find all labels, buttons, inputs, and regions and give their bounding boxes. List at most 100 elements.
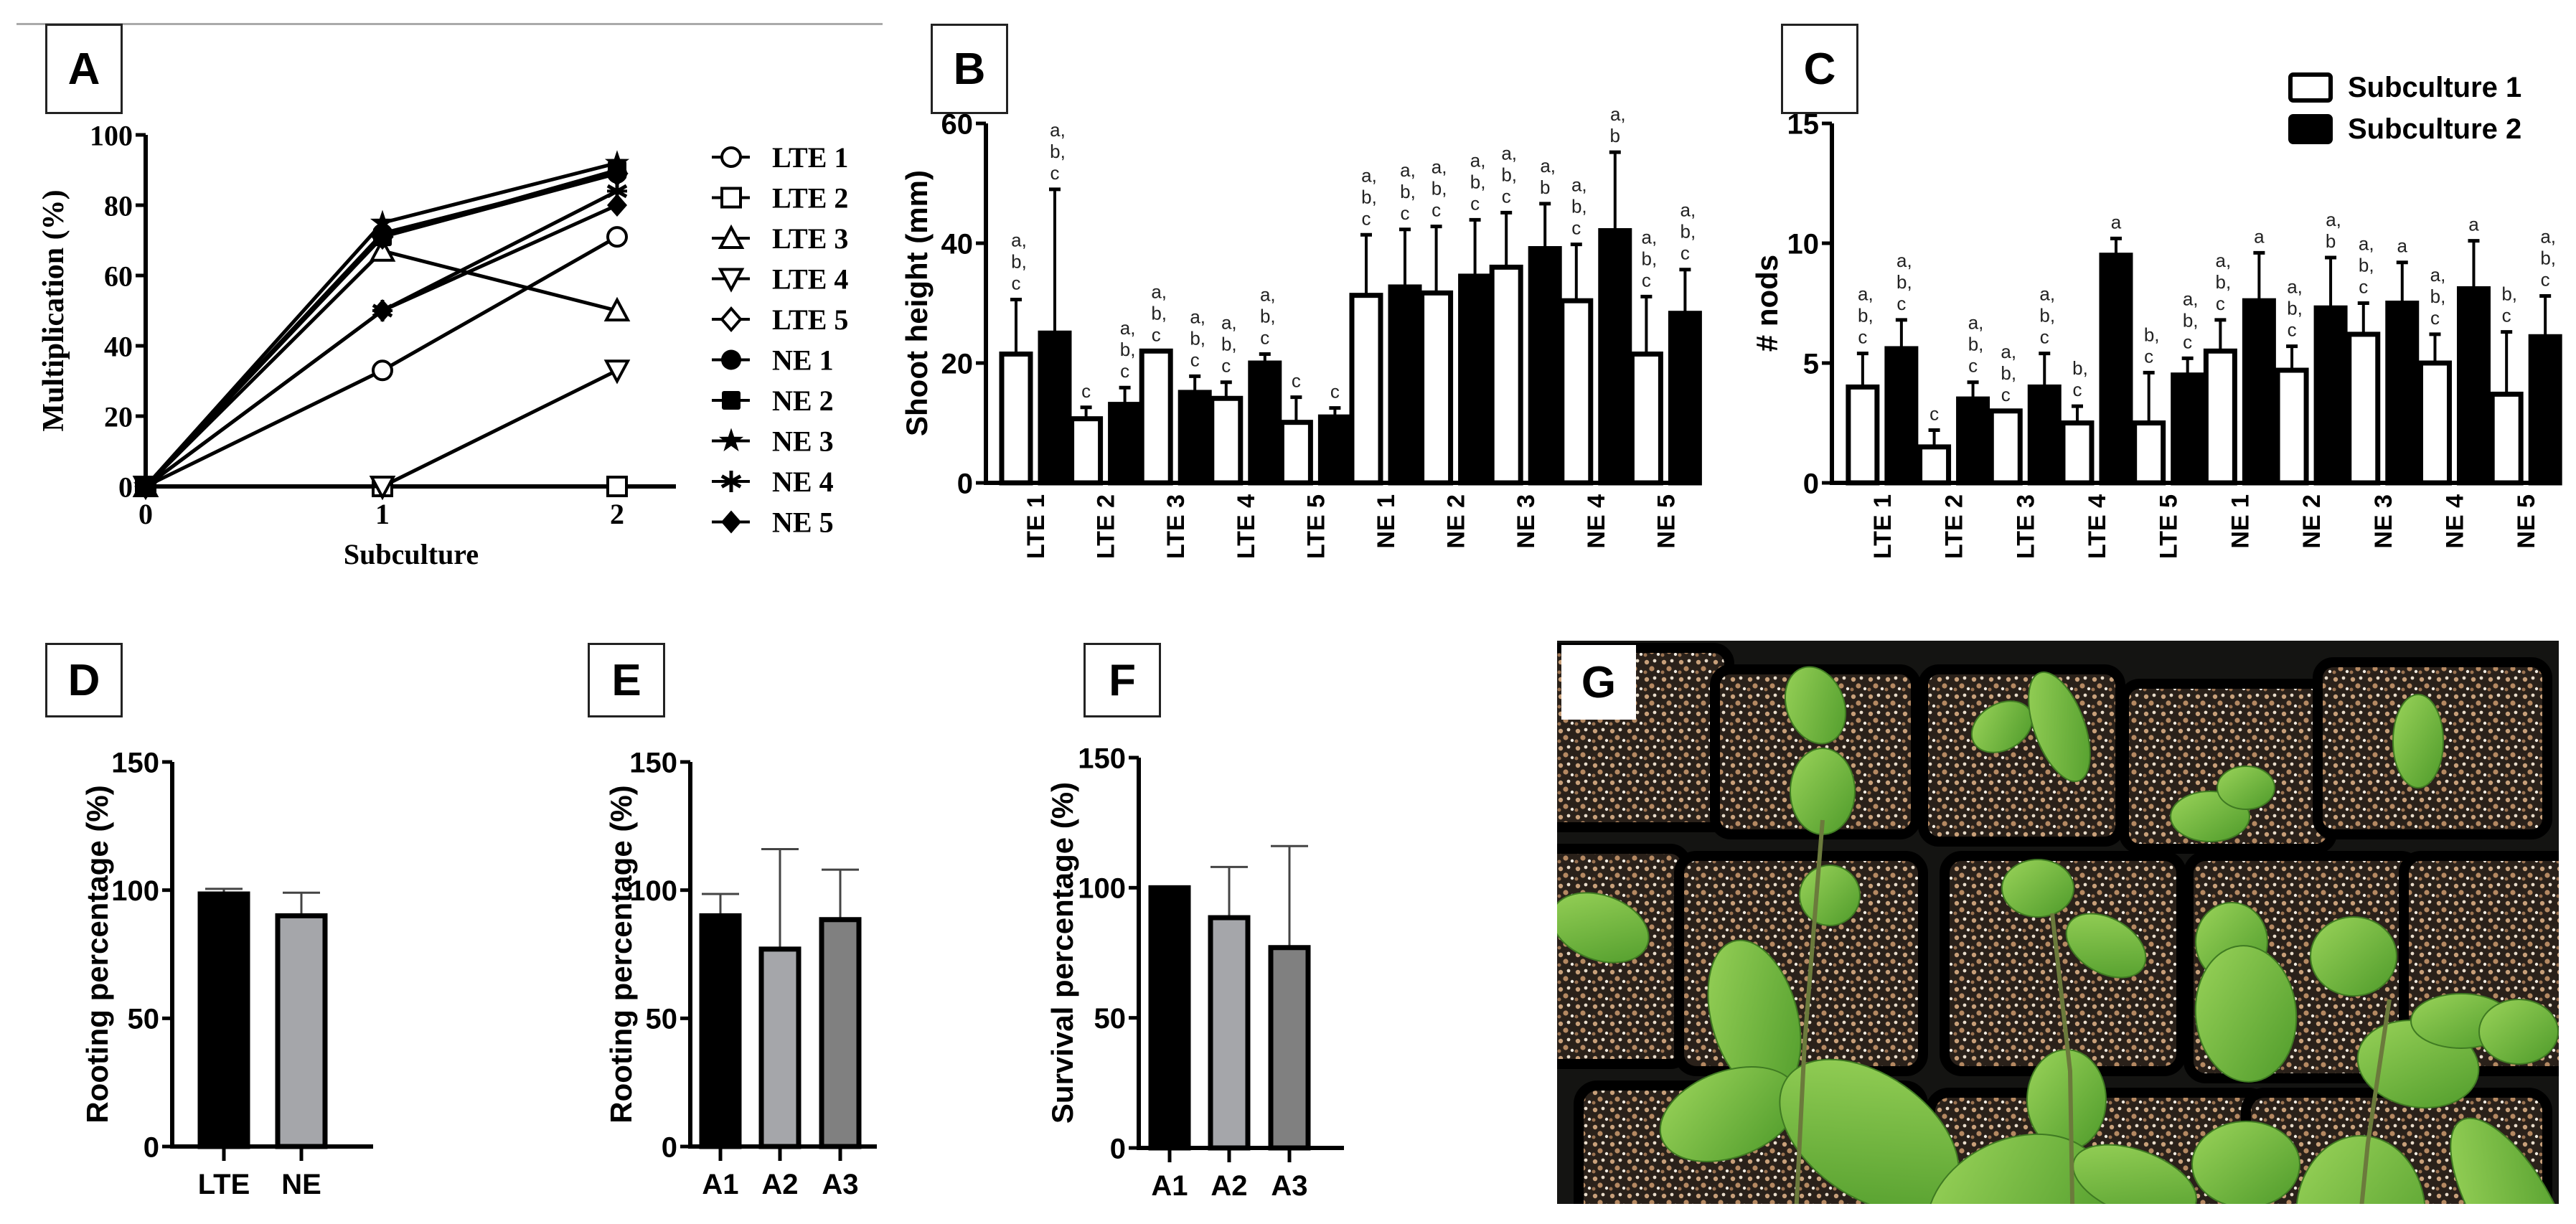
legend-label: LTE 2: [772, 182, 848, 215]
bar: [1559, 298, 1594, 486]
legend-label: LTE 4: [772, 263, 848, 296]
significance-letter: c: [1400, 202, 1409, 224]
bar: [1528, 246, 1562, 486]
significance-letter: a,: [1221, 312, 1237, 334]
y-axis-label: Shoot height (mm): [900, 170, 934, 436]
y-tick-label: 150: [629, 747, 677, 778]
significance-letter: c: [1330, 381, 1340, 402]
bar: [1598, 227, 1632, 486]
panel-label-c: C: [1781, 24, 1858, 114]
series-ne-5: [136, 194, 627, 498]
bar: [999, 351, 1033, 486]
significance-letter: b,: [2216, 271, 2232, 293]
bar: [1489, 264, 1523, 486]
significance-letter: a,: [2183, 288, 2199, 309]
bar: [2385, 301, 2420, 486]
significance-letter: b: [1540, 176, 1550, 198]
significance-letter: a,: [1642, 226, 1658, 248]
significance-letter: c: [2288, 319, 2297, 341]
chart-f-survival: 0 50 100 150 Survival percentage (%) A1 A2 A3: [1045, 743, 1344, 1202]
bar-group-ne-5: cb,cb,a,NE 5: [2489, 225, 2562, 549]
top-rule: [17, 23, 883, 25]
bar: [2528, 334, 2562, 486]
legend-label: LTE 3: [772, 222, 848, 255]
legend-label: Subculture 1: [2348, 72, 2521, 103]
significance-letter: a: [2254, 225, 2265, 247]
x-tick-label: LTE 3: [2012, 494, 2039, 559]
bar: [2027, 384, 2062, 486]
y-tick-label: 0: [662, 1131, 677, 1163]
significance-letter: b,: [2039, 305, 2055, 326]
bar: [1108, 402, 1142, 486]
bar-group-lte-2: ccb,a,LTE 2: [1069, 317, 1142, 559]
significance-letter: a,: [2540, 225, 2556, 247]
panel-label-f: F: [1083, 643, 1161, 717]
bar: [1988, 408, 2023, 486]
legend-swatch: [2288, 72, 2333, 103]
series-lte-4: [132, 359, 631, 501]
significance-letter: c: [1120, 360, 1129, 382]
legend-a: LTE 1 LTE 2 LTE 3 LTE 4 LTE 5 NE 1 NE 2 NE 3 NE …: [712, 141, 848, 539]
significance-letter: a,: [1361, 164, 1377, 186]
significance-letter: c: [1081, 380, 1091, 402]
x-tick-label: LTE 3: [1162, 494, 1190, 559]
significance-letter: b,: [1858, 305, 1874, 326]
bar-group-ne-3: cb,a, a NE 3: [2346, 233, 2420, 549]
y-tick-label: 0: [118, 471, 133, 503]
significance-letter: a,: [2359, 233, 2374, 255]
bar: [1629, 351, 1663, 486]
y-tick-label: 100: [1078, 873, 1126, 905]
bar: [1248, 360, 1282, 486]
significance-letter: b,: [1501, 164, 1517, 185]
significance-letter: b,: [1400, 181, 1416, 202]
y-tick-label: 50: [1094, 1003, 1127, 1035]
significance-letter: b,: [2540, 247, 2556, 268]
significance-letter: c: [1470, 192, 1480, 214]
series-lte-1: [135, 226, 628, 497]
significance-letter: c: [2430, 307, 2440, 329]
significance-letter: c: [1221, 355, 1231, 377]
x-tick-label: NE 4: [2441, 494, 2468, 549]
y-tick-label: 100: [629, 875, 677, 907]
bar-a3: A3: [1268, 844, 1311, 1202]
bar-group-lte-5: cb, cb,a,LTE 5: [2132, 288, 2205, 559]
bar: [1884, 346, 1919, 486]
significance-letter: c: [2183, 331, 2192, 352]
y-tick-label: 150: [111, 747, 159, 778]
bar-a1: A1: [1148, 885, 1191, 1202]
significance-letter: a,: [1968, 312, 1984, 334]
legend-swatch: [2288, 114, 2333, 144]
significance-letter: c: [1011, 272, 1020, 293]
x-tick-label: NE 1: [1373, 494, 1400, 549]
bar-group-ne-5: cb,a,cb,a,NE 5: [1629, 199, 1702, 549]
x-tick-label: A3: [1271, 1170, 1307, 1202]
x-tick-label: LTE 2: [1941, 494, 1968, 559]
significance-letter: c: [1929, 403, 1939, 425]
significance-letter: c: [2502, 305, 2511, 326]
y-axis-label: # nods: [1750, 255, 1784, 352]
bar: [1668, 311, 1702, 486]
bar: [2132, 420, 2166, 486]
y-tick-label: 40: [104, 330, 133, 362]
bar: [2060, 420, 2095, 486]
bar: [1846, 384, 1880, 486]
bar: [2099, 253, 2133, 486]
significance-letter: c: [1896, 293, 1906, 314]
bar-a2: A2: [1208, 865, 1251, 1202]
bar: [1419, 290, 1454, 486]
significance-letter: a,: [1470, 149, 1486, 171]
y-tick-label: 0: [144, 1131, 159, 1163]
significance-letter: b,: [1432, 178, 1447, 199]
significance-letter: a,: [1540, 155, 1556, 176]
x-tick-label: LTE 1: [1023, 494, 1050, 559]
significance-letter: b,: [2001, 362, 2016, 384]
x-tick-label: A2: [1211, 1170, 1247, 1202]
x-tick-label: NE 3: [1513, 494, 1540, 549]
significance-letter: c: [2001, 384, 2011, 405]
y-tick-label: 60: [941, 108, 974, 140]
x-tick-label: NE: [281, 1169, 321, 1200]
significance-letter: b,: [2183, 309, 2199, 331]
significance-letter: b,: [2287, 298, 2303, 319]
significance-letter: a,: [1151, 281, 1167, 302]
